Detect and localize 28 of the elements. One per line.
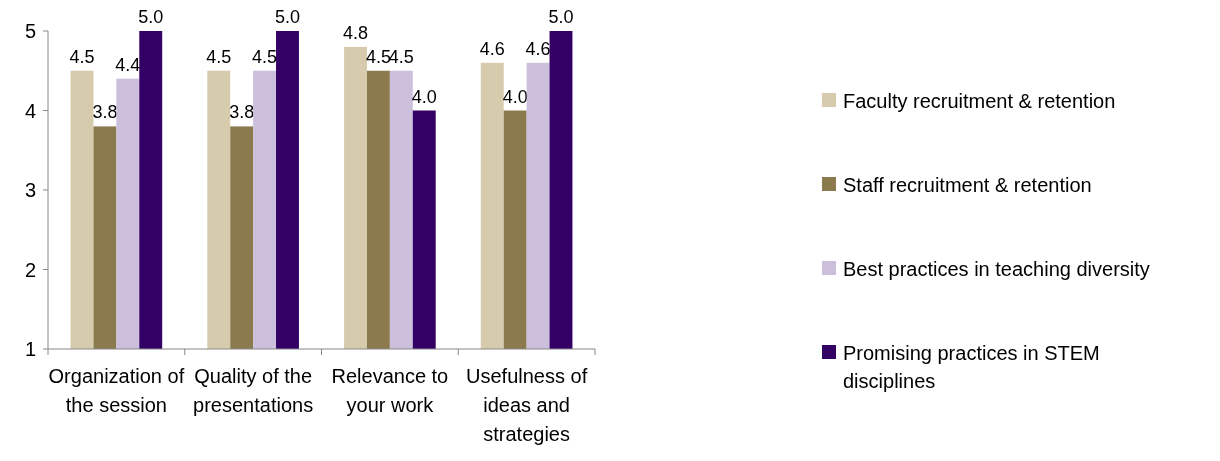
x-tick-label: Organization of the session: [48, 365, 185, 416]
data-label: 3.8: [229, 102, 255, 123]
legend-label: Promising practices in STEM disciplines: [843, 342, 1100, 392]
x-tick-label: Relevance to your work: [331, 365, 449, 416]
data-label: 5.0: [548, 7, 574, 27]
data-label: 5.0: [274, 7, 300, 27]
data-label: 4.0: [502, 86, 528, 107]
data-label: 4.5: [388, 46, 414, 67]
x-tick-label: Usefulness of ideas and strategies: [466, 365, 588, 445]
data-label: 4.6: [479, 38, 505, 59]
y-tick-label: 1: [24, 338, 36, 360]
legend-label: Staff recruitment & retention: [843, 174, 1092, 196]
data-label: 5.0: [138, 7, 164, 27]
legend-label: Best practices in teaching diversity: [843, 258, 1150, 280]
y-tick-label: 3: [24, 179, 36, 201]
data-label: 4.5: [252, 46, 278, 67]
data-label: 4.0: [411, 86, 437, 107]
legend-label: Faculty recruitment & retention: [843, 90, 1116, 112]
data-label: 4.5: [365, 46, 391, 67]
data-label: 4.8: [343, 22, 369, 43]
data-label: 4.6: [525, 38, 551, 59]
x-tick-label: Quality of the presentations: [193, 365, 314, 416]
data-label: 4.5: [206, 46, 232, 67]
y-tick-label: 2: [24, 258, 36, 281]
y-tick-label: 4: [24, 99, 36, 122]
data-label: 4.5: [69, 46, 95, 67]
y-tick-label: 5: [24, 20, 36, 42]
data-label: 3.8: [92, 102, 118, 123]
